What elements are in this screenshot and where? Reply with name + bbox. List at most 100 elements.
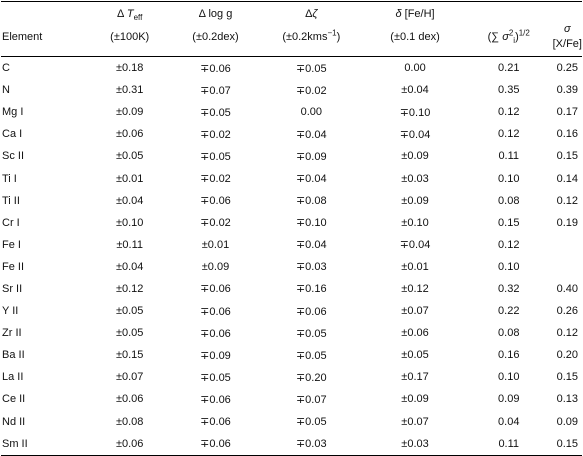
value-cell: 0.11	[498, 150, 520, 163]
value-cell: ±0.04	[401, 84, 429, 97]
value-cell: ±0.07	[401, 415, 429, 428]
value-cell: ∓0.20	[295, 371, 327, 384]
header-text: [Fe/H]	[401, 8, 435, 20]
value-cell: ±0.03	[401, 437, 429, 450]
table-row: Fe II ±0.04 ±0.09 ∓0.03 ±0.01 0.10	[1, 256, 582, 278]
value-cell: ±0.05	[115, 150, 144, 163]
value-cell: ∓0.02	[200, 128, 231, 141]
table-row: Ba II ±0.15 ∓0.09 ∓0.05 ±0.05 0.16 0.20	[1, 344, 582, 366]
value-cell: ±0.18	[115, 62, 144, 75]
value-cell: 0.12	[556, 194, 579, 207]
table-header: Δ Teff Δ log g Δζ δ [Fe/H] Element (±100K) (±…	[1, 2, 582, 57]
value-cell: ∓0.06	[200, 305, 231, 318]
element-cell: C	[2, 62, 10, 75]
value-cell: 0.40	[556, 282, 579, 295]
element-cell: Ca I	[2, 128, 23, 141]
header-cell: Δ Teff	[86, 2, 174, 23]
header-text: σ	[502, 30, 509, 43]
value-cell: 0.25	[556, 62, 579, 75]
header-text: )	[336, 30, 341, 43]
value-cell: ∓0.06	[200, 195, 231, 208]
table-row: Ce II ±0.06 ∓0.06 ∓0.07 ±0.09 0.09 0.13	[1, 388, 582, 410]
value-cell: 0.22	[498, 305, 520, 318]
value-cell: ∓0.04	[295, 239, 327, 252]
value-cell: 0.10	[498, 260, 520, 273]
value-cell: 0.15	[556, 437, 579, 450]
header-text: [X/Fe]	[552, 38, 582, 50]
header-text: (±0.2kms	[282, 30, 328, 43]
table-row: Zr II ±0.05 ∓0.06 ∓0.05 ±0.06 0.08 0.12	[1, 322, 582, 344]
value-cell: 0.09	[556, 415, 579, 428]
value-cell: ±0.10	[401, 216, 429, 229]
table-row: Sc II ±0.05 ∓0.05 ∓0.09 ±0.09 0.11 0.15	[1, 145, 582, 167]
element-cell: Fe II	[2, 260, 25, 273]
value-cell: 0.16	[556, 128, 579, 141]
header-text: Δ	[305, 8, 313, 20]
value-cell: ∓0.06	[200, 62, 231, 75]
element-cell: Ti II	[2, 194, 20, 207]
value-cell: ±0.08	[115, 415, 144, 428]
value-cell: ±0.06	[115, 437, 144, 450]
value-cell: ∓0.02	[200, 173, 231, 186]
element-cell: Mg I	[2, 106, 24, 119]
header-text: 1/2	[518, 27, 530, 37]
element-cell: Fe I	[2, 238, 21, 251]
value-cell: ∓0.03	[295, 438, 327, 451]
element-cell: Y II	[2, 305, 19, 318]
element-cell: Sm II	[2, 437, 28, 450]
value-cell: ±0.01	[401, 260, 429, 273]
value-cell: 0.19	[556, 216, 579, 229]
value-cell: 0.15	[556, 150, 579, 163]
value-cell: ±0.09	[401, 194, 429, 207]
value-cell: 0.12	[498, 106, 520, 119]
table-row: N ±0.31 ∓0.07 ∓0.02 ±0.04 0.35 0.39	[1, 79, 582, 101]
header-text: i	[513, 35, 516, 45]
value-cell: 0.00	[404, 62, 426, 75]
value-cell: ±0.15	[115, 349, 144, 362]
value-cell: ∓0.06	[200, 393, 231, 406]
value-cell: ±0.11	[116, 238, 143, 251]
value-cell: ∓0.05	[295, 349, 327, 362]
header-text: (±0.2dex)	[192, 30, 239, 43]
value-cell: ∓0.04	[399, 239, 431, 252]
table-row: Ca I ±0.06 ∓0.02 ∓0.04 ∓0.04 0.12 0.16	[1, 123, 582, 145]
header-row: Element (±100K) (±0.2dex) (±0.2kms−1) (±0.1 …	[1, 22, 582, 57]
value-cell: ±0.09	[401, 150, 429, 163]
value-cell: ∓0.06	[200, 327, 231, 340]
value-cell: ∓0.02	[200, 217, 231, 230]
table-row: Ti II ±0.04 ∓0.06 ∓0.08 ±0.09 0.08 0.12	[1, 190, 582, 212]
value-cell: ∓0.03	[295, 261, 327, 274]
value-cell: ∓0.06	[295, 305, 327, 318]
value-cell: ±0.07	[401, 305, 429, 318]
value-cell	[553, 256, 582, 278]
header-text: (±100K)	[110, 30, 150, 43]
table-row: Nd II ±0.08 ∓0.06 ∓0.05 ±0.07 0.04 0.09	[1, 411, 582, 433]
value-cell: ±0.09	[115, 106, 144, 119]
value-cell: 0.39	[556, 84, 579, 97]
value-cell: 0.12	[498, 128, 520, 141]
value-cell: ∓0.05	[200, 371, 231, 384]
value-cell: ∓0.04	[295, 173, 327, 186]
header-cell	[553, 2, 582, 23]
value-cell: ∓0.05	[200, 150, 231, 163]
header-text: )	[515, 30, 519, 43]
value-cell: 0.08	[498, 194, 520, 207]
value-cell: ∓0.09	[295, 150, 327, 163]
value-cell: 0.10	[498, 371, 520, 384]
value-cell: ∓0.16	[295, 283, 327, 296]
value-cell: ∓0.06	[200, 416, 231, 429]
header-cell: Δζ	[257, 2, 365, 23]
value-cell: ±0.09	[201, 260, 230, 273]
value-cell: ±0.09	[401, 393, 429, 406]
value-cell	[553, 234, 582, 256]
value-cell: ∓0.02	[295, 84, 327, 97]
value-cell: 0.32	[498, 282, 520, 295]
value-cell: ±0.05	[401, 349, 429, 362]
value-cell: ∓0.10	[295, 217, 327, 230]
table-row: Ti I ±0.01 ∓0.02 ∓0.04 ±0.03 0.10 0.14	[1, 167, 582, 189]
header-text: Δ	[117, 8, 127, 20]
value-cell: 0.09	[498, 393, 520, 406]
element-cell: Nd II	[2, 415, 26, 428]
value-cell: ±0.17	[401, 371, 429, 384]
